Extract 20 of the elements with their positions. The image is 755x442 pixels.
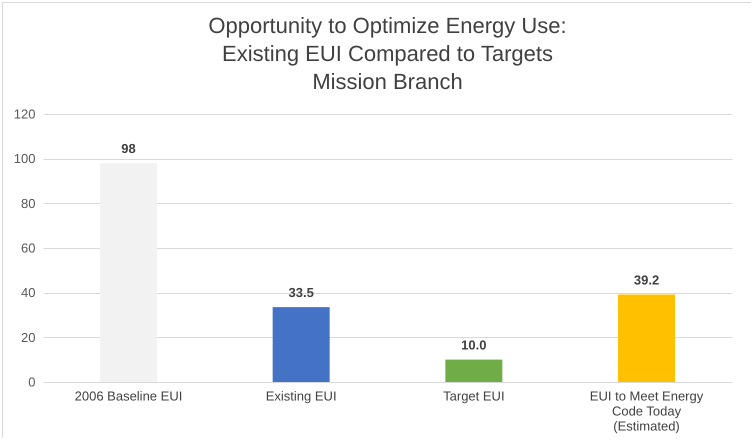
data-label: 33.5 bbox=[288, 285, 314, 300]
y-tick-label: 20 bbox=[21, 330, 36, 345]
chart-title: Opportunity to Optimize Energy Use: Existing EUI Compared to Targets Mission Branch bbox=[208, 13, 567, 94]
x-tick-label: 2006 Baseline EUI bbox=[74, 388, 182, 404]
data-label: 10.0 bbox=[461, 338, 486, 353]
bar bbox=[272, 307, 330, 382]
x-tick-label: EUI to Meet Energy Code Today (Estimated) bbox=[590, 388, 704, 434]
data-label: 39.2 bbox=[634, 272, 660, 288]
bar bbox=[618, 294, 676, 382]
y-tick-label: 40 bbox=[21, 285, 36, 300]
y-tick-label: 60 bbox=[21, 240, 36, 256]
bar bbox=[100, 163, 157, 382]
y-tick-label: 80 bbox=[21, 196, 36, 211]
x-tick-label: Target EUI bbox=[443, 388, 505, 404]
y-tick-label: 100 bbox=[14, 151, 36, 166]
data-label: 98 bbox=[121, 141, 136, 156]
y-tick-label: 0 bbox=[28, 374, 36, 390]
y-tick-label: 120 bbox=[14, 106, 36, 122]
bar bbox=[445, 360, 502, 382]
x-tick-label: Existing EUI bbox=[266, 388, 337, 404]
